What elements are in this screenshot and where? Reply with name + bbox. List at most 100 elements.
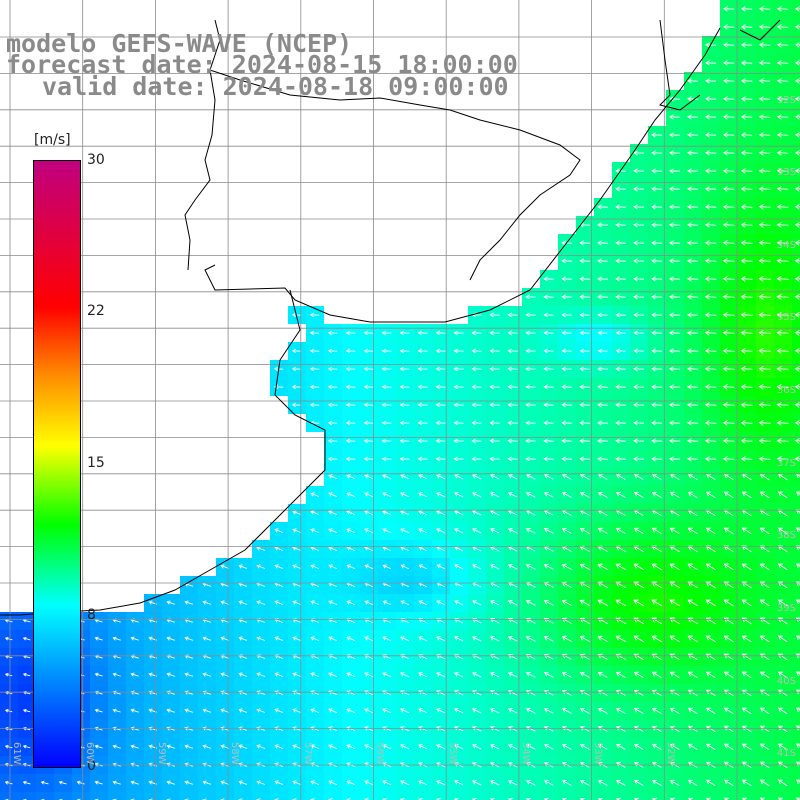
wind-cell	[468, 792, 486, 800]
lat-label: 35S	[776, 312, 796, 323]
wind-arrow	[508, 690, 518, 696]
lat-label: 39S	[776, 603, 796, 614]
wind-arrow	[400, 726, 410, 732]
wind-arrow	[310, 600, 320, 606]
wind-arrow	[794, 42, 800, 48]
wind-arrow	[471, 348, 482, 354]
wind-arrow	[740, 78, 753, 84]
wind-arrow	[633, 779, 644, 786]
wind-arrow	[345, 384, 356, 390]
wind-arrow	[704, 294, 717, 300]
wind-arrow	[597, 258, 608, 264]
wind-arrow	[381, 348, 392, 354]
wind-arrow	[758, 240, 771, 246]
wind-arrow	[740, 276, 753, 282]
wind-arrow	[777, 563, 788, 571]
wind-arrow	[166, 780, 175, 785]
wind-arrow	[687, 527, 698, 535]
wind-cell	[792, 504, 800, 522]
wind-arrow	[327, 366, 338, 372]
wind-cell	[792, 648, 800, 666]
wind-arrow	[489, 438, 500, 444]
wind-arrow	[777, 653, 788, 661]
wind-arrow	[399, 366, 410, 372]
wind-arrow	[471, 330, 482, 336]
wind-arrow	[94, 672, 103, 677]
wind-arrow	[489, 366, 500, 372]
wind-arrow	[238, 708, 248, 713]
wind-arrow	[776, 222, 789, 228]
wind-arrow	[758, 348, 771, 354]
wind-arrow	[400, 636, 410, 642]
wind-arrow	[346, 564, 356, 570]
wind-arrow	[758, 384, 771, 390]
wind-arrow	[364, 510, 374, 516]
wind-arrow	[758, 312, 771, 318]
wind-arrow	[687, 779, 698, 787]
wind-arrow	[310, 726, 320, 732]
wind-arrow	[579, 348, 590, 354]
wind-arrow	[740, 312, 753, 318]
wind-arrow	[651, 438, 663, 444]
wind-arrow	[597, 599, 609, 607]
wind-arrow	[561, 689, 572, 696]
lon-label: 61W	[11, 742, 22, 765]
wind-arrow	[327, 384, 338, 390]
wind-arrow	[4, 798, 9, 800]
wind-arrow	[454, 600, 464, 606]
wind-arrow	[544, 726, 554, 732]
wind-arrow	[597, 563, 608, 571]
wind-cell	[54, 792, 72, 800]
wind-arrow	[346, 726, 356, 732]
wind-arrow	[345, 366, 356, 372]
wind-arrow	[400, 528, 410, 534]
model-title: modelo GEFS-WAVE (NCEP)	[6, 29, 353, 58]
wind-arrow	[705, 779, 716, 787]
wind-arrow	[166, 672, 175, 677]
wind-arrow	[687, 78, 699, 84]
wind-arrow	[722, 114, 735, 120]
wind-arrow	[471, 384, 482, 390]
wind-arrow	[310, 636, 320, 642]
wind-arrow	[399, 384, 410, 390]
lon-label: 52W	[665, 742, 676, 765]
wind-cell	[180, 792, 198, 800]
wind-arrow	[327, 456, 338, 462]
wind-arrow	[274, 636, 284, 641]
wind-arrow	[651, 653, 662, 661]
wind-arrow	[687, 114, 699, 120]
wind-arrow	[472, 510, 482, 516]
wind-arrow	[435, 420, 446, 426]
wind-arrow	[669, 797, 675, 800]
wind-arrow	[633, 384, 644, 390]
wind-arrow	[310, 672, 320, 678]
wind-arrow	[292, 600, 302, 605]
wind-arrow	[669, 312, 681, 318]
wind-arrow	[238, 726, 248, 731]
wind-arrow	[758, 438, 771, 444]
wind-arrow	[4, 744, 13, 749]
wind-arrow	[740, 42, 753, 48]
wind-arrow	[310, 564, 320, 570]
wind-arrow	[346, 672, 356, 678]
wind-arrow	[740, 330, 753, 336]
wind-arrow	[417, 384, 428, 390]
wind-cell	[792, 630, 800, 648]
wind-arrow	[686, 420, 699, 426]
wind-arrow	[705, 689, 716, 697]
wind-arrow	[472, 564, 482, 570]
wind-arrow	[633, 635, 644, 643]
wind-arrow	[328, 474, 338, 480]
wind-arrow	[669, 168, 681, 174]
wind-arrow	[740, 384, 753, 390]
wind-arrow	[579, 456, 590, 462]
wind-arrow	[292, 780, 302, 785]
wind-arrow	[22, 798, 27, 800]
wind-arrow	[669, 653, 680, 661]
wind-arrow	[651, 330, 662, 336]
wind-arrow	[579, 473, 590, 480]
wind-arrow	[686, 258, 699, 264]
wind-arrow	[490, 600, 500, 606]
wind-arrow	[633, 348, 644, 354]
wind-arrow	[561, 491, 572, 498]
